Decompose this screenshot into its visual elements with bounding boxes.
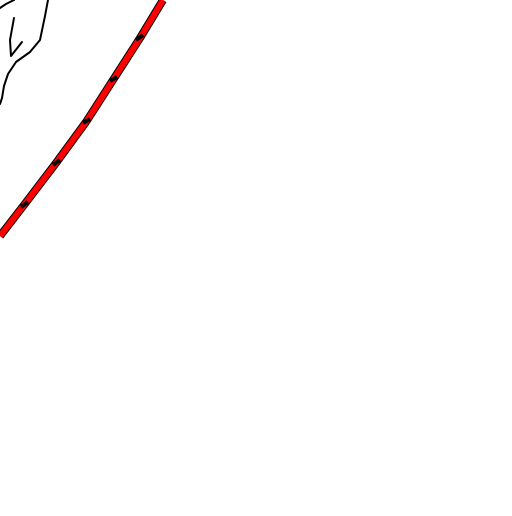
- area-boundary-outline: [0, 0, 15, 9]
- area-boundary-inlet: [9, 17, 23, 57]
- route-dash-marker: [19, 200, 30, 209]
- route-dash-marker: [82, 117, 91, 125]
- route-dash-marker: [51, 158, 62, 167]
- route-dash-marker: [109, 75, 118, 83]
- route-dash-marker: [134, 33, 145, 42]
- area-boundary-coastline: [0, 0, 49, 105]
